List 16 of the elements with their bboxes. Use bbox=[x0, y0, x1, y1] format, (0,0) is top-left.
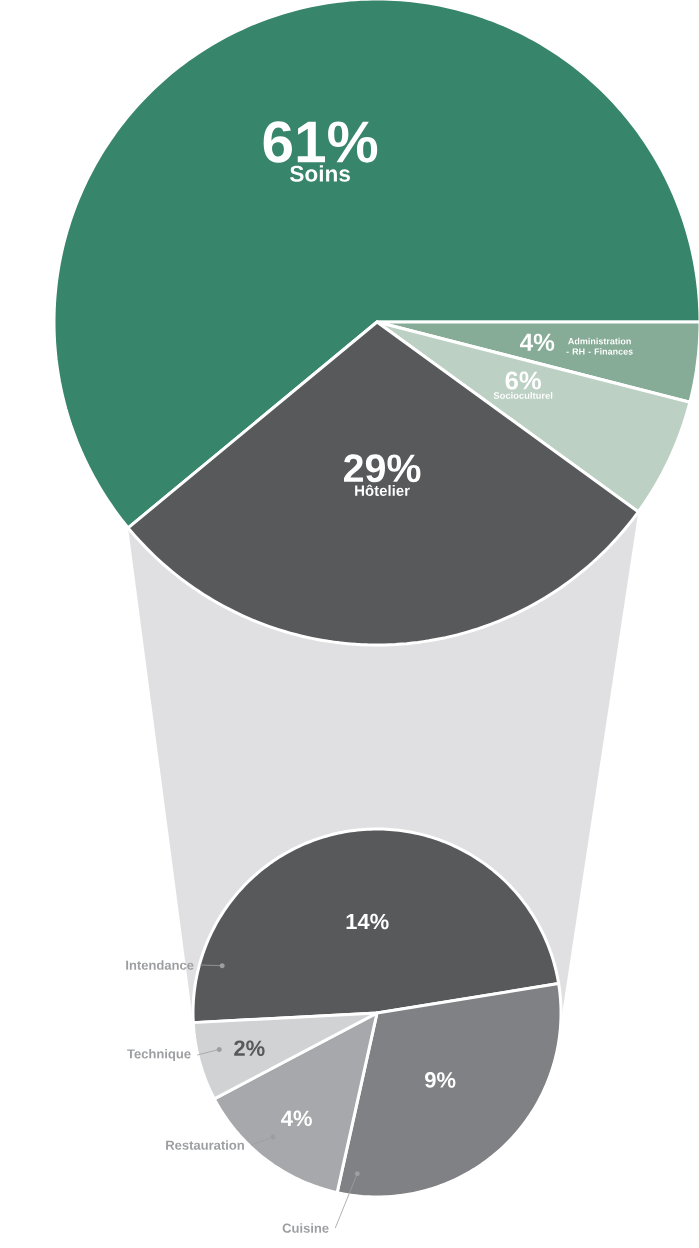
data-label: 2% bbox=[234, 1040, 265, 1056]
slice-label: Cuisine bbox=[282, 1223, 329, 1233]
data-label: 4% bbox=[519, 333, 555, 351]
data-label: 14% bbox=[346, 913, 389, 930]
slice-label: Socioculturel bbox=[493, 391, 553, 399]
data-label: 4% bbox=[281, 1110, 312, 1127]
data-label: 61% bbox=[263, 121, 378, 163]
data-label: 9% bbox=[425, 1072, 456, 1088]
slice-label: Hôtelier bbox=[355, 484, 410, 496]
data-label: 6% bbox=[505, 371, 541, 390]
slice-label: Technique bbox=[127, 1048, 191, 1062]
slice-label: Intendance bbox=[126, 960, 194, 970]
slice-label: Administration - RH - Finances bbox=[566, 337, 633, 355]
legend-label: Restauration bbox=[166, 1140, 244, 1150]
slice-label: Soins bbox=[290, 165, 350, 182]
data-label: 29% bbox=[344, 454, 421, 483]
